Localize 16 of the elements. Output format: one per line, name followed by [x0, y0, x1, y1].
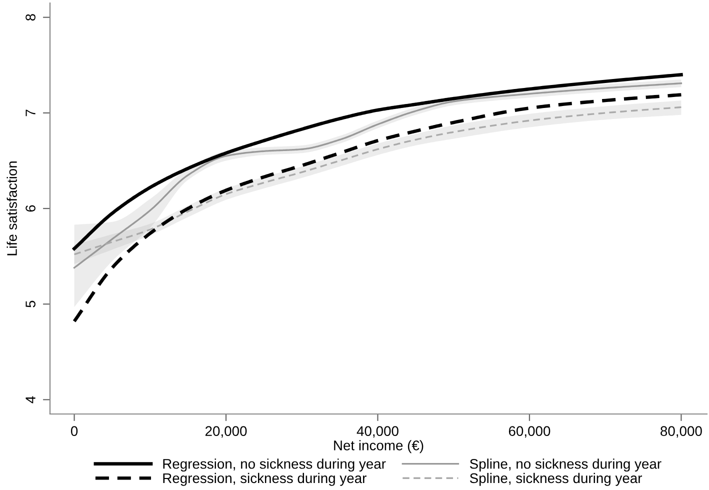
legend-label: Regression, sickness during year	[163, 472, 366, 486]
y-tick-label: 5	[26, 300, 36, 308]
y-tick-label: 7	[26, 110, 36, 116]
y-tick-label: 8	[26, 14, 36, 21]
y-tick-label: 6	[26, 205, 36, 212]
x-tick-label: 0	[70, 426, 78, 436]
legend-label: Regression, no sickness during year	[163, 458, 386, 472]
x-tick-label: 40,000	[356, 426, 398, 438]
x-tick-label: 80,000	[660, 426, 702, 438]
x-tick-label: 60,000	[508, 426, 550, 438]
x-axis-title: Net income (€)	[334, 440, 424, 454]
y-axis-title: Life satisfaction	[6, 162, 17, 256]
x-tick-label: 20,000	[205, 426, 247, 438]
legend-label: Spline, sickness during year	[470, 472, 642, 486]
y-tick-label: 4	[26, 396, 36, 404]
legend-label: Spline, no sickness during year	[470, 458, 662, 472]
